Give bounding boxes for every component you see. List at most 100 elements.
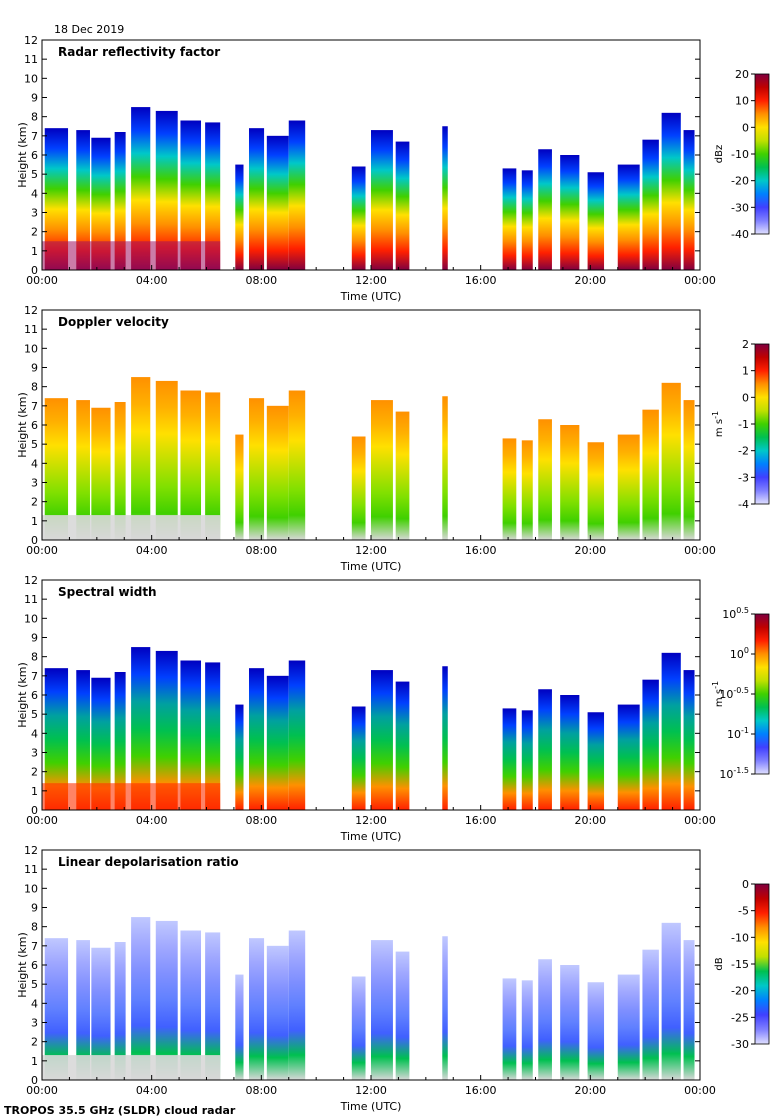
colorbar-tick-label: 100 — [730, 646, 749, 661]
cloud-column — [371, 670, 393, 810]
x-axis-label: Time (UTC) — [340, 290, 402, 303]
cloud-column — [661, 382, 681, 540]
cloud-column — [587, 982, 605, 1080]
y-tick-label: 10 — [24, 612, 38, 625]
cloud-column — [617, 974, 640, 1080]
y-axis-label: Height (km) — [16, 662, 29, 728]
cloud-column — [205, 932, 221, 1080]
y-tick-label: 2 — [31, 226, 38, 239]
x-tick-label: 04:00 — [136, 1084, 168, 1097]
colorbar-tick-label: -5 — [738, 905, 749, 918]
cloud-column — [560, 965, 580, 1080]
rain-layer — [42, 241, 221, 270]
cloud-column — [538, 689, 552, 810]
y-tick-label: 5 — [31, 438, 38, 451]
cloud-column — [44, 128, 69, 270]
cloud-column — [180, 390, 202, 540]
cloud-column — [205, 392, 221, 540]
cloud-column — [114, 132, 126, 270]
colorbar-tick-label: 1 — [742, 365, 749, 378]
x-tick-label: 00:00 — [684, 544, 716, 557]
panel-title: Linear depolarisation ratio — [58, 855, 239, 869]
y-tick-label: 0 — [31, 1074, 38, 1087]
cloud-column — [642, 139, 659, 270]
cloud-column — [76, 670, 90, 810]
y-tick-label: 6 — [31, 419, 38, 432]
y-tick-label: 4 — [31, 457, 38, 470]
x-tick-label: 20:00 — [574, 1084, 606, 1097]
x-tick-label: 16:00 — [465, 814, 497, 827]
x-tick-label: 20:00 — [574, 274, 606, 287]
cloud-column — [617, 164, 640, 270]
cloud-column — [395, 411, 410, 540]
y-tick-label: 3 — [31, 1017, 38, 1030]
cloud-column — [288, 660, 306, 810]
cloud-column — [155, 920, 178, 1080]
panel-4: Linear depolarisation ratio0123456789101… — [16, 844, 770, 1113]
cloud-column — [91, 947, 111, 1080]
cloud-column — [248, 668, 265, 810]
colorbar-tick-label: 0 — [742, 878, 749, 891]
cloud-column — [521, 980, 533, 1080]
cloud-column — [235, 704, 244, 810]
x-tick-label: 00:00 — [684, 274, 716, 287]
colorbar-tick-label: 100.5 — [722, 606, 749, 621]
y-tick-label: 7 — [31, 940, 38, 953]
colorbar-unit: m s-1 — [711, 681, 725, 707]
cloud-column — [44, 938, 69, 1080]
x-tick-label: 20:00 — [574, 544, 606, 557]
y-tick-label: 3 — [31, 747, 38, 760]
cloud-column — [538, 959, 552, 1080]
y-tick-label: 10 — [24, 72, 38, 85]
x-tick-label: 20:00 — [574, 814, 606, 827]
cloud-column — [617, 434, 640, 540]
cloud-column — [442, 126, 448, 270]
cloud-column — [521, 170, 533, 270]
x-tick-label: 16:00 — [465, 274, 497, 287]
cloud-column — [642, 949, 659, 1080]
cloud-column — [395, 141, 410, 270]
y-tick-label: 6 — [31, 149, 38, 162]
colorbar-tick-label: 20 — [735, 68, 749, 81]
cloud-column — [155, 650, 178, 810]
x-tick-label: 00:00 — [26, 1084, 58, 1097]
cloud-column — [76, 940, 90, 1080]
y-tick-label: 8 — [31, 921, 38, 934]
rain-layer — [42, 783, 221, 810]
y-tick-label: 4 — [31, 997, 38, 1010]
x-tick-label: 04:00 — [136, 544, 168, 557]
cloud-column — [248, 398, 265, 540]
cloud-column — [114, 402, 126, 540]
y-tick-label: 7 — [31, 670, 38, 683]
x-tick-label: 16:00 — [465, 1084, 497, 1097]
x-tick-label: 04:00 — [136, 274, 168, 287]
x-tick-label: 00:00 — [26, 274, 58, 287]
y-tick-label: 11 — [24, 323, 38, 336]
y-axis-label: Height (km) — [16, 122, 29, 188]
y-tick-label: 11 — [24, 593, 38, 606]
colorbar-tick-label: -25 — [731, 1011, 749, 1024]
cloud-column — [114, 672, 126, 810]
colorbar-tick-label: 10-1 — [727, 726, 749, 741]
colorbar-tick-label: -3 — [738, 471, 749, 484]
cloud-column — [371, 130, 393, 270]
cloud-column — [351, 166, 366, 270]
cloud-column — [560, 155, 580, 270]
cloud-column — [266, 945, 289, 1080]
colorbar-tick-label: -1 — [738, 418, 749, 431]
y-tick-label: 6 — [31, 689, 38, 702]
cloud-column — [502, 708, 517, 810]
y-tick-label: 5 — [31, 168, 38, 181]
cloud-column — [661, 922, 681, 1080]
y-tick-label: 7 — [31, 400, 38, 413]
panel-title: Radar reflectivity factor — [58, 45, 220, 59]
cloud-column — [180, 930, 202, 1080]
cloud-column — [288, 120, 306, 270]
colorbar — [754, 73, 770, 235]
cloud-column — [131, 107, 151, 270]
cloud-column — [371, 400, 393, 540]
cloud-column — [44, 398, 69, 540]
footer-caption: TROPOS 35.5 GHz (SLDR) cloud radar — [4, 1104, 236, 1117]
